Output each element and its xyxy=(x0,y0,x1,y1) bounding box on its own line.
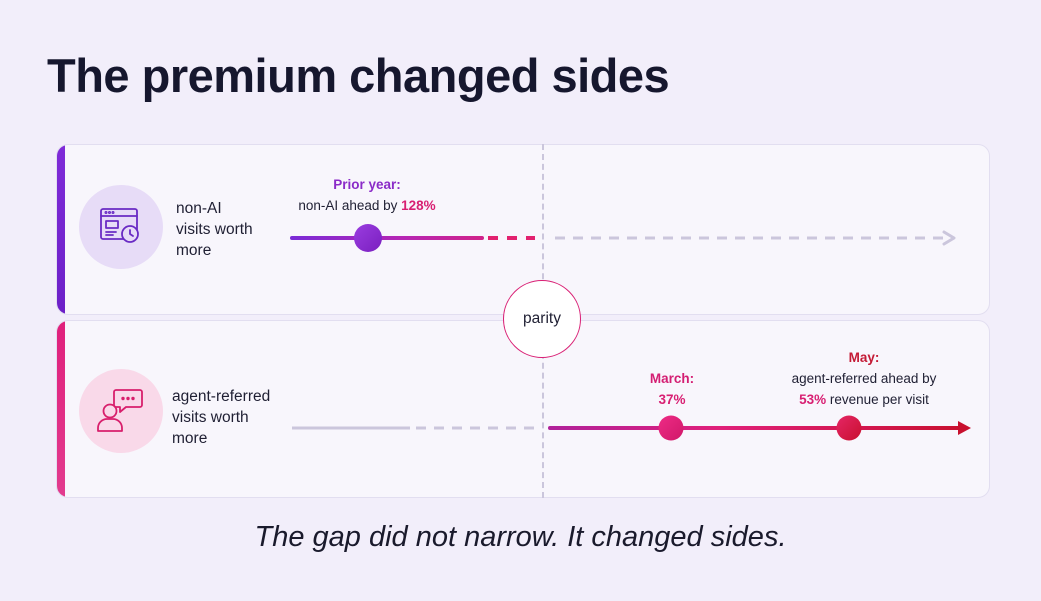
parity-badge: parity xyxy=(503,280,581,358)
agent-track-arrowhead xyxy=(958,421,971,435)
march-annotation: March: 37% xyxy=(632,368,712,410)
prior-year-annotation: Prior year: non-AI ahead by 128% xyxy=(282,174,452,216)
agent-referred-label: agent-referred visits worth more xyxy=(172,386,302,449)
non-ai-label: non-AI visits worth more xyxy=(176,198,306,261)
prior-year-value: 128% xyxy=(401,198,436,213)
pink-accent-bar xyxy=(57,321,65,497)
agent-referred-label-line: visits worth xyxy=(172,409,249,426)
non-ai-label-line: visits worth xyxy=(176,221,253,238)
may-heading: May: xyxy=(848,350,880,365)
march-heading: March: xyxy=(649,371,695,386)
may-text-line: agent-referred ahead by xyxy=(791,371,937,386)
may-marker xyxy=(836,415,862,441)
caption: The gap did not narrow. It changed sides… xyxy=(254,521,787,553)
non-ai-icon-circle xyxy=(79,185,163,269)
march-marker xyxy=(658,415,684,441)
future-track-arrowhead xyxy=(942,230,956,246)
may-text-suffix: revenue per visit xyxy=(826,392,929,407)
prior-year-heading: Prior year: xyxy=(333,177,401,192)
may-value: 53% xyxy=(799,392,827,407)
browser-window-clock-icon xyxy=(100,208,139,243)
prior-year-marker xyxy=(354,224,382,252)
page-title: The premium changed sides xyxy=(47,49,670,102)
purple-accent-bar xyxy=(57,145,65,314)
prior-year-text: non-AI ahead by xyxy=(298,198,402,213)
person-chat-bubble-icon xyxy=(97,389,143,432)
may-annotation: May: agent-referred ahead by 53% revenue… xyxy=(769,347,959,410)
non-ai-label-line: more xyxy=(176,242,212,259)
agent-referred-icon-circle xyxy=(79,369,163,453)
non-ai-label-line: non-AI xyxy=(176,200,222,217)
march-value: 37% xyxy=(658,392,686,407)
agent-referred-label-line: agent-referred xyxy=(172,388,271,405)
agent-referred-label-line: more xyxy=(172,430,208,447)
